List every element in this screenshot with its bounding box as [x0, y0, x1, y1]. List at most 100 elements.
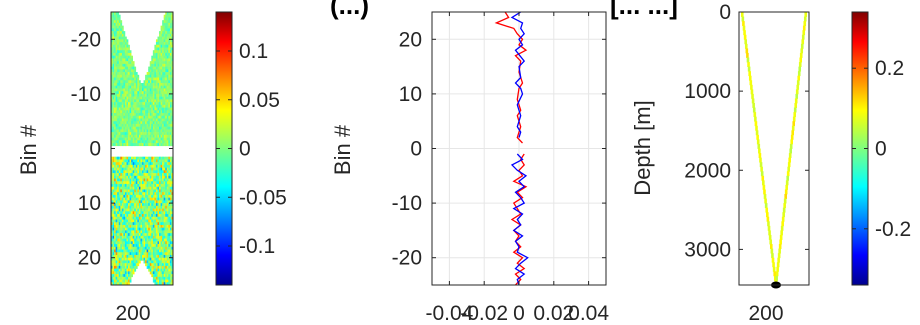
heatmap-cell	[114, 66, 116, 70]
heatmap-cell	[148, 265, 151, 269]
heatmap-cell	[134, 110, 137, 114]
heatmap-cell	[148, 74, 151, 78]
beam-cell	[742, 21, 745, 27]
heatmap-cell	[111, 156, 113, 160]
heatmap-cell	[114, 121, 116, 125]
heatmap-cell	[135, 194, 138, 198]
heatmap-cell	[143, 252, 146, 256]
heatmap-cell	[132, 102, 135, 106]
heatmap-cell	[131, 123, 133, 127]
heatmap-cell	[128, 66, 130, 70]
heatmap-cell	[160, 82, 163, 87]
heatmap-cell	[157, 241, 160, 245]
heatmap-cell	[121, 82, 124, 87]
heatmap-cell	[117, 44, 120, 48]
heatmap-cell	[171, 50, 173, 54]
heatmap-cell	[155, 227, 158, 231]
heatmap-cell	[123, 268, 126, 272]
heatmap-cell	[140, 159, 143, 163]
heatmap-cell	[126, 203, 129, 207]
heatmap-cell	[117, 175, 120, 179]
heatmap-cell	[115, 107, 118, 111]
heatmap-cell	[160, 235, 163, 239]
heatmap-cell	[168, 134, 171, 138]
heatmap-cell	[149, 96, 152, 100]
heatmap-cell	[165, 17, 168, 21]
heatmap-cell	[120, 282, 123, 285]
heatmap-cell	[148, 211, 151, 215]
heatmap-cell	[162, 55, 164, 59]
heatmap-cell	[126, 107, 129, 111]
heatmap-cell	[142, 178, 144, 182]
heatmap-cell	[146, 99, 149, 103]
heatmap-cell	[152, 205, 155, 209]
heatmap-cell	[163, 189, 166, 193]
heatmap-cell	[129, 205, 132, 209]
beam-cell	[745, 48, 749, 54]
heatmap-cell	[118, 25, 121, 29]
heatmap-cell	[131, 181, 133, 185]
heatmap-cell	[143, 175, 146, 179]
heatmap-cell	[135, 159, 138, 163]
heatmap-cell	[129, 126, 132, 130]
heatmap-cell	[123, 167, 126, 171]
heatmap-cell	[115, 55, 118, 59]
heatmap-cell	[132, 271, 135, 275]
heatmap-cell	[146, 205, 149, 209]
heatmap-cell	[157, 233, 160, 237]
heatmap-cell	[159, 214, 161, 218]
heatmap-cell	[162, 252, 164, 256]
heatmap-cell	[159, 82, 161, 87]
heatmap-cell	[163, 14, 166, 18]
heatmap-cell	[115, 241, 118, 245]
heatmap-cell	[128, 222, 130, 226]
heatmap-cell	[163, 249, 166, 253]
beam-cell	[772, 266, 776, 272]
beam-cell	[748, 75, 752, 81]
heatmap-cell	[151, 216, 154, 220]
heatmap-cell	[148, 219, 151, 223]
heatmap-cell	[154, 93, 157, 97]
heatmap-cell	[114, 159, 116, 163]
heatmap-cell	[131, 164, 133, 168]
heatmap-cell	[134, 241, 137, 245]
heatmap-cell	[126, 164, 129, 168]
heatmap-cell	[140, 230, 143, 234]
heatmap-cell	[111, 96, 113, 100]
heatmap-cell	[163, 167, 166, 171]
heatmap-cell	[142, 257, 144, 261]
heatmap-cell	[157, 47, 160, 51]
heatmap-cell	[149, 268, 152, 272]
heatmap-cell	[159, 230, 161, 234]
heatmap-cell	[123, 143, 126, 147]
heatmap-cell	[171, 17, 173, 21]
heatmap-cell	[160, 42, 163, 46]
heatmap-cell	[162, 268, 164, 272]
beam-cell	[787, 162, 791, 168]
heatmap-cell	[126, 274, 129, 278]
heatmap-cell	[111, 219, 113, 223]
heatmap-cell	[121, 178, 124, 182]
heatmap-cell	[123, 186, 126, 190]
heatmap-cell	[124, 91, 127, 95]
heatmap-cell	[137, 227, 140, 231]
heatmap-cell	[111, 126, 113, 130]
heatmap-cell	[165, 222, 168, 226]
heatmap-cell	[128, 167, 130, 171]
heatmap-cell	[151, 181, 154, 185]
heatmap-cell	[145, 113, 147, 117]
heatmap-cell	[166, 156, 169, 160]
beam-cell	[766, 216, 770, 222]
heatmap-cell	[151, 80, 154, 84]
heatmap-cell	[157, 96, 160, 100]
heatmap-cell	[138, 197, 141, 201]
heatmap-cell	[168, 52, 171, 56]
heatmap-cell	[126, 189, 129, 193]
heatmap-cell	[134, 85, 137, 89]
heatmap-cell	[123, 118, 126, 122]
heatmap-cell	[162, 189, 164, 193]
heatmap-cell	[152, 61, 155, 65]
heatmap-cell	[138, 80, 141, 84]
heatmap-cell	[171, 194, 173, 198]
heatmap-cell	[114, 107, 116, 111]
